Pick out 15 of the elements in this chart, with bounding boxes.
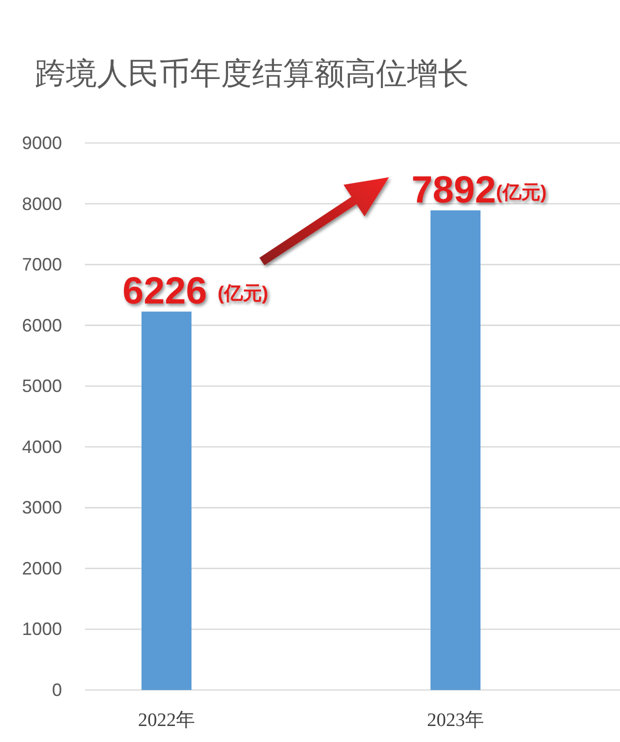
y-tick-label: 6000 xyxy=(22,315,62,336)
y-tick-label: 9000 xyxy=(22,133,62,153)
data-label: 6226 (亿元) xyxy=(122,270,268,313)
x-tick-label: 2022年 xyxy=(138,710,195,731)
y-tick-label: 5000 xyxy=(22,376,62,396)
y-tick-label: 4000 xyxy=(22,436,62,457)
y-tick-label: 2000 xyxy=(22,558,62,578)
y-tick-label: 3000 xyxy=(22,498,62,518)
y-tick-label: 7000 xyxy=(22,254,62,275)
x-tick-label: 2023年 xyxy=(427,710,484,731)
chart-title: 跨境人民币年度结算额高位增长 xyxy=(35,56,469,91)
y-tick-label: 0 xyxy=(52,680,62,700)
y-tick-label: 8000 xyxy=(22,194,62,214)
y-tick-label: 1000 xyxy=(22,619,62,640)
data-label: 7892(亿元) xyxy=(412,169,547,212)
